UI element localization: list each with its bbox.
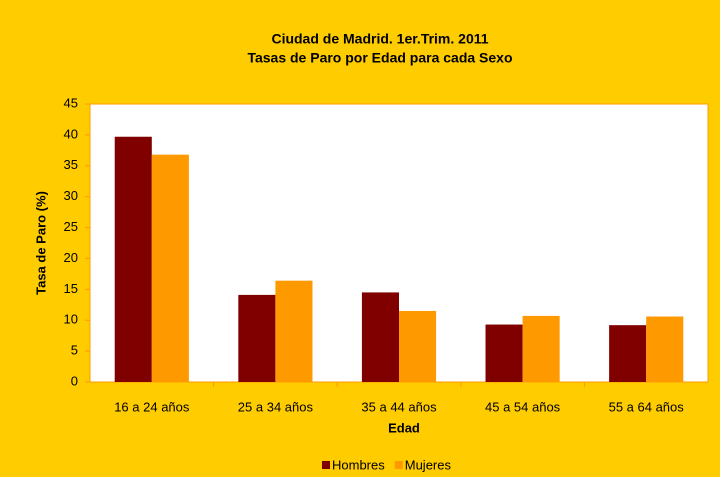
bar <box>646 316 684 382</box>
x-axis-label: Edad <box>388 420 420 435</box>
y-tick-label: 40 <box>64 126 78 141</box>
chart-title: Ciudad de Madrid. 1er.Trim. 2011 <box>271 31 488 47</box>
bar <box>275 280 313 382</box>
chart-subtitle: Tasas de Paro por Edad para cada Sexo <box>247 50 512 66</box>
y-tick-label: 20 <box>64 250 78 265</box>
bar <box>485 324 523 382</box>
legend-swatch <box>394 461 403 469</box>
bar <box>361 292 399 382</box>
x-tick-label: 25 a 34 años <box>238 399 314 414</box>
legend-label: Mujeres <box>405 457 452 472</box>
bar <box>522 315 560 382</box>
bar <box>399 310 437 382</box>
y-tick-label: 0 <box>71 373 78 388</box>
bar <box>238 294 276 382</box>
bar <box>609 325 647 382</box>
x-tick-label: 16 a 24 años <box>114 399 190 414</box>
y-tick-label: 25 <box>64 219 78 234</box>
legend-swatch <box>322 461 330 469</box>
y-tick-label: 10 <box>64 312 78 327</box>
y-tick-label: 15 <box>64 281 78 296</box>
x-tick-label: 55 a 64 años <box>609 399 685 414</box>
y-tick-label: 30 <box>64 188 78 203</box>
y-axis-label: Tasa de Paro (%) <box>33 191 48 295</box>
bar <box>114 136 152 382</box>
y-tick-label: 5 <box>71 343 78 358</box>
bar <box>151 154 189 382</box>
x-tick-label: 45 a 54 años <box>485 399 561 414</box>
y-tick-label: 45 <box>64 95 78 110</box>
x-tick-label: 35 a 44 años <box>361 399 437 414</box>
legend-label: Hombres <box>332 457 385 472</box>
y-tick-label: 35 <box>64 157 78 172</box>
